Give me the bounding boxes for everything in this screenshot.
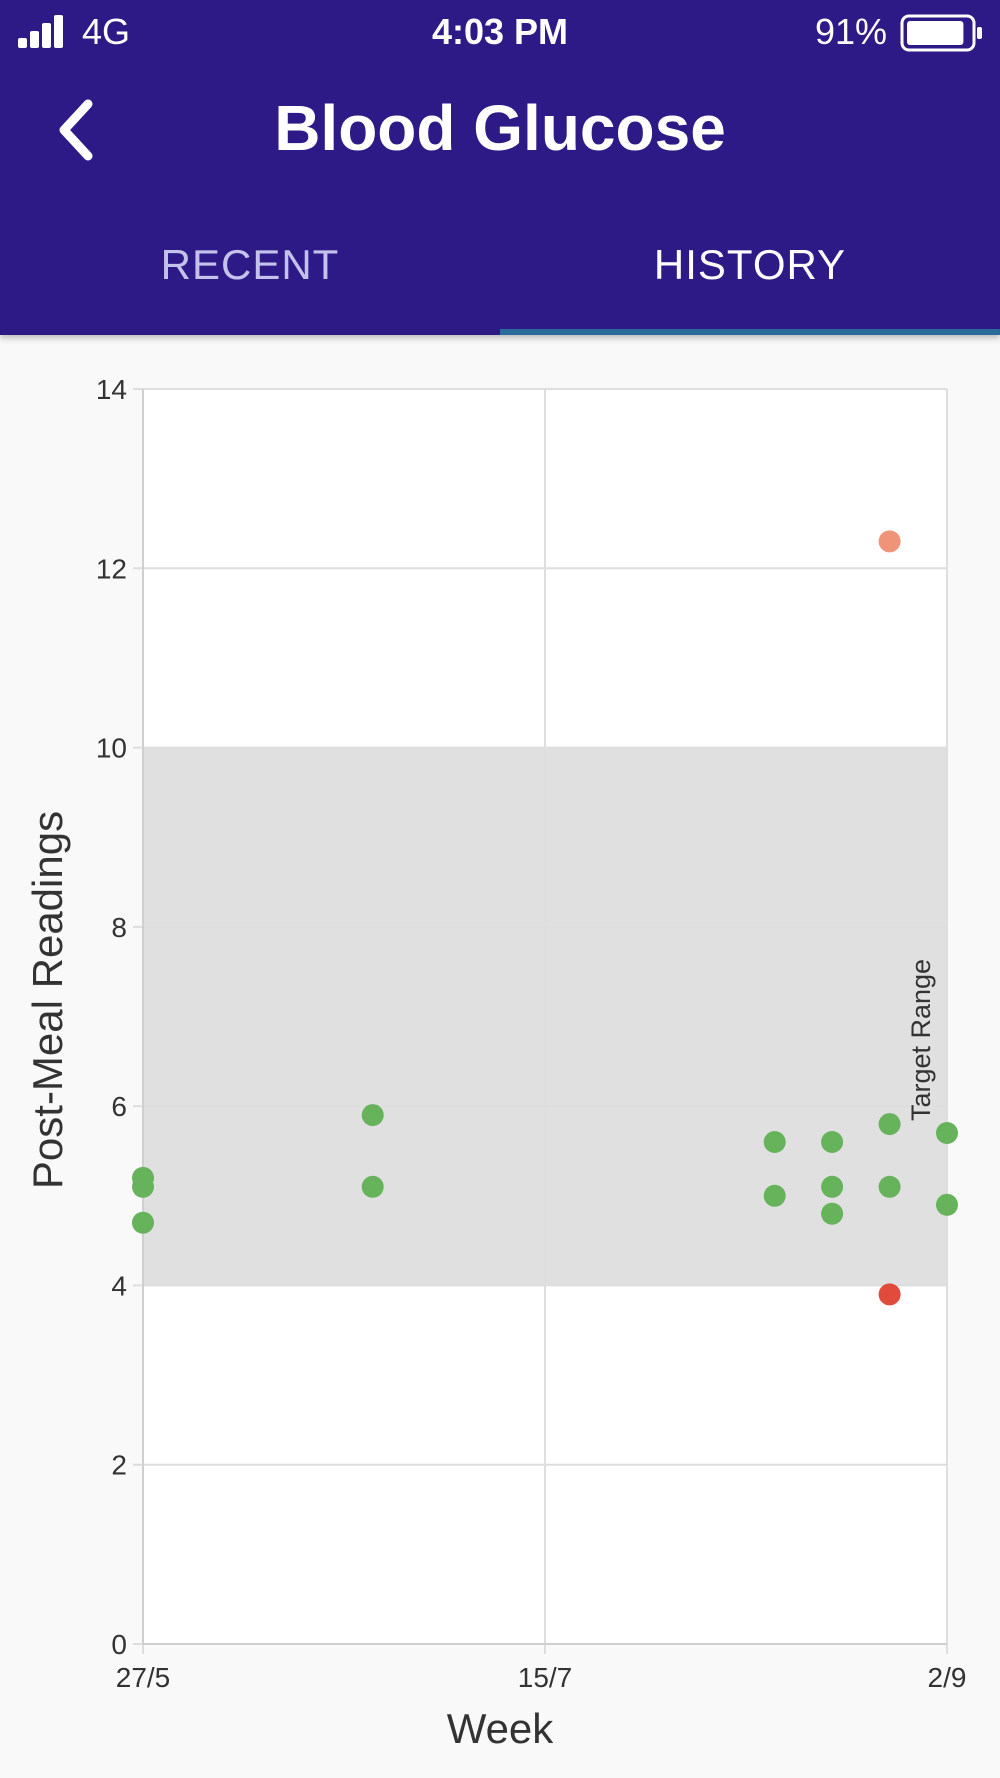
data-points-layer [132,530,958,1306]
x-tick-label: 27/5 [116,1662,171,1693]
data-point-in-range [936,1122,958,1144]
data-point-in-range [878,1113,901,1136]
data-point-low [878,1283,901,1306]
page-title: Blood Glucose [274,92,726,164]
y-tick-label: 4 [111,1270,127,1301]
x-tick-label: 15/7 [518,1662,573,1693]
y-tick-label: 8 [111,912,127,943]
app-header: 4G 4:03 PM 91% Blood Glucose RECENT HIST… [0,0,1000,335]
battery-percentage: 91% [815,11,888,52]
data-point-in-range [132,1211,154,1234]
glucose-history-chart: 0 2 4 6 8 10 12 14 27/5 15/7 2/9 Post-Meal Reading… [24,374,967,1752]
active-tab-indicator [500,329,1000,335]
tab-history[interactable]: HISTORY [653,241,847,288]
x-tick-label: 2/9 [928,1662,967,1693]
data-point-in-range [936,1193,958,1216]
axis-labels-layer: Post-Meal Readings Week Target Range [24,811,936,1752]
data-point-high [878,530,901,553]
data-point-in-range [132,1175,154,1198]
network-type-label: 4G [82,11,131,52]
data-point-in-range [821,1131,844,1153]
data-point-in-range [361,1104,384,1127]
target-range-label: Target Range [906,959,936,1121]
y-tick-label: 12 [96,553,127,584]
x-axis-title: Week [447,1705,555,1752]
y-tick-label: 2 [111,1450,127,1481]
battery-level-fill [907,21,964,45]
chevron-left-icon [59,99,93,161]
back-button[interactable] [40,90,120,170]
y-tick-label: 0 [111,1629,127,1660]
data-point-in-range [821,1202,844,1225]
y-tick-label: 6 [111,1091,127,1122]
signal-strength-icon [18,15,63,48]
data-point-in-range [763,1131,786,1153]
data-point-in-range [763,1184,786,1207]
y-axis-title: Post-Meal Readings [24,811,71,1189]
y-tick-label: 10 [96,733,127,764]
tab-recent[interactable]: RECENT [160,241,340,288]
status-time: 4:03 PM [431,11,569,52]
data-point-in-range [878,1175,901,1198]
y-tick-label: 14 [96,374,127,405]
data-point-in-range [821,1175,844,1198]
data-point-in-range [361,1175,384,1198]
axes-layer: 0 2 4 6 8 10 12 14 27/5 15/7 2/9 [96,374,967,1693]
battery-icon [900,14,982,52]
